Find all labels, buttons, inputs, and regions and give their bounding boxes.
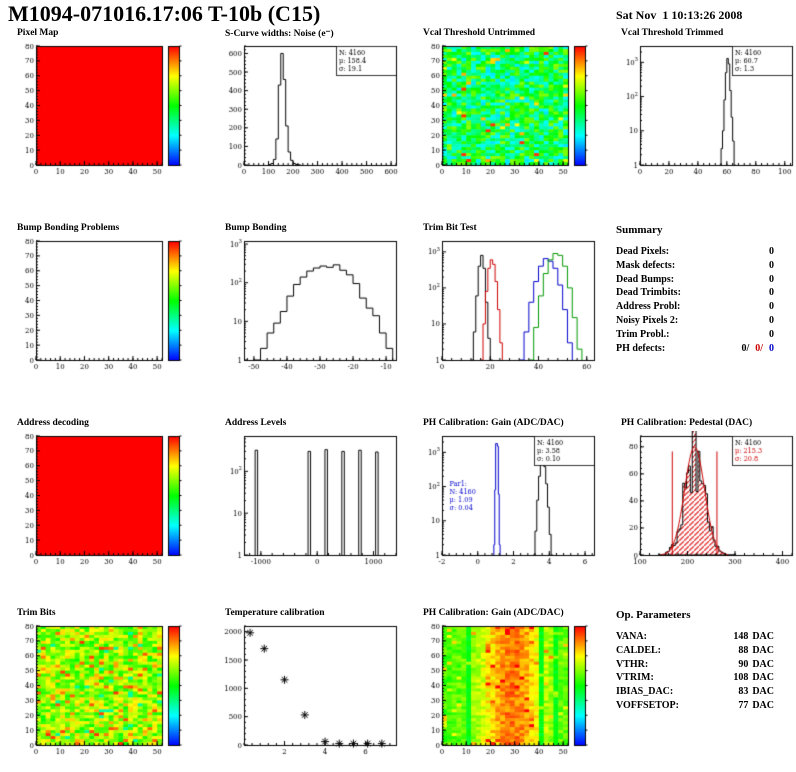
page-title: M1094-071016.17:06 T-10b (C15) (8, 1, 321, 26)
op-value: 77 (738, 699, 749, 711)
op-value: 108 (733, 672, 749, 684)
summary-value: 0 (769, 328, 774, 340)
op-parameter-row: VOFFSETOP: 77 DAC (614, 699, 776, 713)
panel-op-parameters: Op. Parameters VANA: 148 DAC CALDEL: 88 DAC … (614, 608, 776, 713)
pixel-map-plot (10, 41, 196, 181)
summary-value: 0 (769, 301, 774, 313)
ph-gain-map-plot (416, 621, 602, 761)
op-value: 148 (733, 631, 749, 642)
plot-title: Temperature calibration (225, 608, 325, 618)
timestamp: Sat Nov 1 10:13:26 2008 (616, 8, 743, 22)
op-label: IBIAS_DAC: (616, 686, 674, 698)
plot-title: Trim Bit Test (423, 223, 477, 233)
panel-trim-bit-test: Trim Bit Test (416, 223, 602, 376)
summary-row: Dead Trimbits: 0 (614, 286, 776, 300)
summary-label: Noisy Pixels 2: (616, 314, 679, 326)
vcal-untrimmed-plot (416, 41, 602, 181)
ph-defects-values: 0/0/0 (741, 342, 774, 354)
plot-title: Vcal Threshold Untrimmed (423, 28, 536, 38)
summary-row: Mask defects: 0 (614, 259, 776, 273)
plot-title: Trim Bits (17, 608, 56, 618)
panel-ph-gain-fit: PH Calibration: Gain (ADC/DAC) (416, 418, 602, 571)
op-parameter-row: CALDEL: 88 DAC (614, 644, 776, 658)
op-parameter-row: VANA: 148 DAC (614, 630, 776, 644)
summary-label: Dead Trimbits: (616, 287, 681, 299)
op-label: VOFFSETOP: (616, 699, 679, 711)
panel-bump-bonding: Bump Bonding (218, 223, 404, 376)
panel-address-decoding: Address decoding (10, 418, 196, 571)
panel-vcal-trimmed: Vcal Threshold Trimmed (614, 28, 796, 181)
plot-title: Bump Bonding Problems (17, 223, 120, 233)
op-label: VTHR: (616, 658, 649, 670)
summary-label: PH defects: (616, 342, 666, 354)
op-label: VANA: (616, 631, 647, 642)
summary-value: 0 (769, 273, 774, 285)
summary-label: Trim Probl.: (616, 328, 670, 340)
summary-title: Summary (616, 224, 663, 236)
panel-address-levels: Address Levels (218, 418, 404, 571)
panel-temperature-calibration: Temperature calibration (218, 608, 404, 761)
panel-bump-bonding-problems: Bump Bonding Problems (10, 223, 196, 376)
panel-ph-gain-map: PH Calibration: Gain (ADC/DAC) (416, 608, 602, 761)
op-unit: DAC (752, 631, 774, 642)
op-unit: DAC (752, 672, 774, 684)
panel-vcal-untrimmed: Vcal Threshold Untrimmed (416, 28, 602, 181)
summary-row: Trim Probl.: 0 (614, 328, 776, 342)
trim-bits-plot (10, 621, 196, 761)
op-unit: DAC (752, 686, 774, 698)
op-parameter-row: VTHR: 90 DAC (614, 658, 776, 672)
op-unit: DAC (752, 699, 774, 711)
op-value: 83 (738, 686, 749, 698)
panel-summary: Summary Dead Pixels: 0 Mask defects: 0 Dea… (614, 223, 776, 355)
trim-bit-test-plot (416, 236, 602, 376)
op-value: 90 (738, 658, 749, 670)
op-parameter-row: IBIAS_DAC: 83 DAC (614, 685, 776, 699)
summary-value: 0 (769, 314, 774, 326)
summary-label: Dead Pixels: (616, 246, 670, 257)
scurve-noise-plot (218, 41, 404, 181)
plot-title: Vcal Threshold Trimmed (621, 28, 724, 38)
panel-scurve-noise: S-Curve widths: Noise (e⁻) (218, 28, 404, 181)
summary-value: 0 (769, 259, 774, 271)
plot-title: S-Curve widths: Noise (e⁻) (225, 29, 334, 39)
op-value: 88 (738, 644, 749, 656)
op-unit: DAC (752, 644, 774, 656)
summary-row: Noisy Pixels 2: 0 (614, 314, 776, 328)
panel-trim-bits: Trim Bits (10, 608, 196, 761)
vcal-trimmed-plot (614, 41, 796, 181)
plot-title: PH Calibration: Gain (ADC/DAC) (423, 608, 564, 618)
summary-row-ph-defects: PH defects: 0/0/0 (614, 342, 776, 356)
summary-label: Mask defects: (616, 259, 676, 271)
panel-pixel-map: Pixel Map (10, 28, 196, 181)
address-levels-plot (218, 431, 404, 571)
op-unit: DAC (752, 658, 774, 670)
plot-title: PH Calibration: Pedestal (DAC) (621, 418, 753, 428)
plot-title: PH Calibration: Gain (ADC/DAC) (423, 418, 564, 428)
plot-title: Bump Bonding (225, 223, 287, 233)
plot-title: Address Levels (225, 418, 287, 428)
op-parameters-title: Op. Parameters (616, 609, 691, 621)
summary-label: Dead Bumps: (616, 273, 675, 285)
bump-bonding-plot (218, 236, 404, 376)
ph-gain-fit-plot (416, 431, 602, 571)
summary-row: Address Probl: 0 (614, 300, 776, 314)
summary-value: 0 (769, 246, 774, 257)
op-label: VTRIM: (616, 672, 654, 684)
address-decoding-plot (10, 431, 196, 571)
summary-row: Dead Bumps: 0 (614, 273, 776, 287)
plot-title: Address decoding (17, 418, 89, 428)
op-label: CALDEL: (616, 644, 662, 656)
op-parameter-row: VTRIM: 108 DAC (614, 671, 776, 685)
bump-bonding-problems-plot (10, 236, 196, 376)
summary-value: 0 (769, 287, 774, 299)
summary-row: Dead Pixels: 0 (614, 245, 776, 259)
temperature-calibration-plot (218, 621, 404, 761)
summary-label: Address Probl: (616, 301, 681, 313)
panel-ph-pedestal: PH Calibration: Pedestal (DAC) (614, 418, 796, 571)
plot-title: Pixel Map (17, 28, 59, 38)
ph-pedestal-plot (614, 431, 796, 571)
